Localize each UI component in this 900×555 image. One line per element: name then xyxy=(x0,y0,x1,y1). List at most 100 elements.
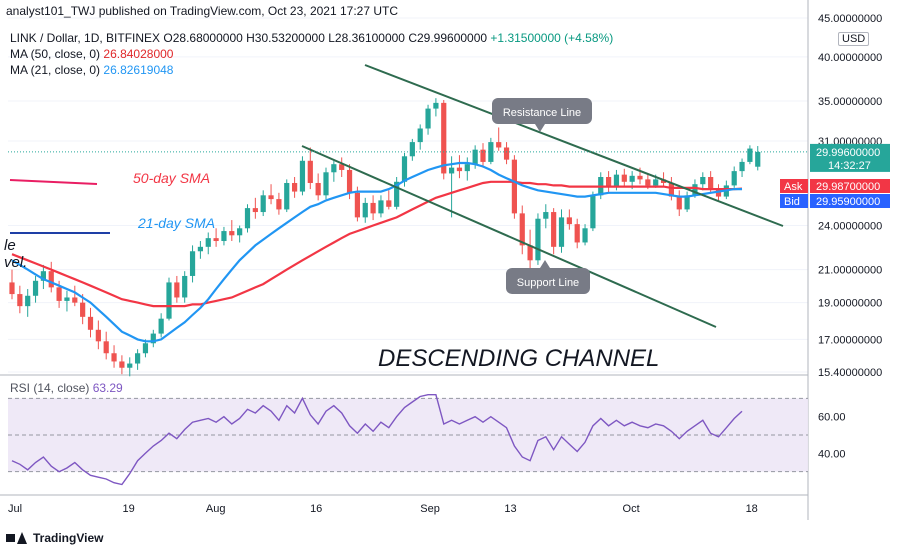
ma50-legend[interactable]: MA (50, close, 0) 26.84028000 xyxy=(10,47,173,61)
sma50-annotation: 50-day SMA xyxy=(133,170,210,186)
candle-body xyxy=(25,295,31,307)
candle-body xyxy=(119,361,125,368)
candle-body xyxy=(197,246,203,252)
last-price-label: 29.99600000 xyxy=(816,147,880,159)
price-tick-label: 35.00000000 xyxy=(818,96,882,108)
support-callout xyxy=(506,268,590,294)
ma21-line xyxy=(11,161,742,343)
candle-body xyxy=(684,195,690,210)
time-tick-label: 13 xyxy=(504,503,516,515)
candle-body xyxy=(370,202,376,214)
candle-body xyxy=(292,182,298,192)
candle-body xyxy=(127,363,133,368)
time-tick-label: Oct xyxy=(623,503,640,515)
candle-body xyxy=(582,228,588,243)
price-tick-label: 40.00000000 xyxy=(818,52,882,64)
price-tick-label: 21.00000000 xyxy=(818,265,882,277)
cut-annotation: vel. xyxy=(4,254,27,271)
tradingview-brand: TradingView xyxy=(33,531,104,545)
time-tick-label: 19 xyxy=(122,503,134,515)
ma50-label: MA (50, close, 0) xyxy=(10,47,101,61)
currency-badge[interactable]: USD xyxy=(838,32,870,46)
cut-annotation: le xyxy=(4,237,16,254)
candle-body xyxy=(692,184,698,196)
tradingview-logo[interactable]: TradingView xyxy=(6,531,103,545)
candle-body xyxy=(715,189,722,197)
candle-body xyxy=(339,164,345,170)
rsi-legend[interactable]: RSI (14, close) 63.29 xyxy=(10,381,123,395)
candle-body xyxy=(111,353,117,362)
candle-body xyxy=(551,212,557,247)
low-value: L28.36100000 xyxy=(328,31,405,45)
resistance-label: Resistance Line xyxy=(503,107,581,119)
candle-body xyxy=(433,102,439,109)
candle-body xyxy=(417,128,423,143)
bid-price: 29.95900000 xyxy=(816,196,880,208)
candle-body xyxy=(629,175,635,182)
candle-body xyxy=(260,195,266,213)
candle-body xyxy=(252,208,258,213)
ma21-value: 26.82619048 xyxy=(103,63,174,77)
candle-body xyxy=(205,238,211,247)
ma50-legend-stub xyxy=(9,179,98,185)
candle-body xyxy=(87,316,94,330)
candle-body xyxy=(276,199,282,210)
rsi-label-text: RSI (14, close) xyxy=(10,381,90,395)
candle-body xyxy=(158,318,164,334)
candle-body xyxy=(574,224,580,243)
price-tick-label: 24.00000000 xyxy=(818,221,882,233)
time-tick-label: 16 xyxy=(310,503,322,515)
moving-averages xyxy=(9,161,743,343)
candle-body xyxy=(103,341,109,354)
candle-body xyxy=(676,196,682,210)
publisher-line: analyst101_TWJ published on TradingView.… xyxy=(6,4,398,18)
candle-body xyxy=(425,108,431,129)
bid-tag xyxy=(780,194,808,208)
candle-body xyxy=(496,142,502,148)
candle-body xyxy=(315,182,321,196)
candle-body xyxy=(464,164,470,172)
candle-body xyxy=(700,177,706,185)
ma21-legend[interactable]: MA (21, close, 0) 26.82619048 xyxy=(10,63,173,77)
axes: 45.0000000040.0000000035.0000000031.0000… xyxy=(8,13,890,515)
candle-body xyxy=(174,282,180,298)
resistance-callout xyxy=(492,98,592,124)
ma21-label: MA (21, close, 0) xyxy=(10,63,101,77)
price-tick-label: 15.40000000 xyxy=(818,367,882,379)
candle-body xyxy=(543,212,549,219)
candle-body xyxy=(637,175,643,180)
rsi-tick-label: 60.00 xyxy=(818,412,846,424)
candle-body xyxy=(182,275,188,298)
candle-body xyxy=(739,161,745,172)
high-value: H30.53200000 xyxy=(246,31,325,45)
candle-body xyxy=(731,171,737,186)
candle-body xyxy=(362,202,368,218)
candle-body xyxy=(472,149,478,165)
tradingview-logo-icon xyxy=(6,532,28,544)
price-tick-label: 19.00000000 xyxy=(818,298,882,310)
candle-body xyxy=(535,218,541,261)
candle-body xyxy=(519,213,525,246)
candle-body xyxy=(48,271,54,288)
candle-body xyxy=(307,160,313,183)
candle-body xyxy=(40,271,46,281)
candle-body xyxy=(668,182,674,197)
candle-body xyxy=(72,297,78,303)
candle-body xyxy=(613,174,620,187)
candle-body xyxy=(409,142,415,157)
change-value: +1.31500000 (+4.58%) xyxy=(490,31,614,45)
candle-body xyxy=(189,251,196,276)
rsi-tick-label: 40.00 xyxy=(818,448,846,460)
candle-body xyxy=(386,200,392,207)
last-price-box xyxy=(810,143,890,172)
ask-price-box xyxy=(810,179,890,193)
sma21-annotation: 21-day SMA xyxy=(137,215,215,231)
candle-body xyxy=(566,217,572,225)
candle-body xyxy=(229,231,235,236)
time-tick-label: 18 xyxy=(746,503,758,515)
candle-body xyxy=(323,172,329,196)
candle-body xyxy=(56,287,62,301)
ma50-value: 26.84028000 xyxy=(103,47,174,61)
